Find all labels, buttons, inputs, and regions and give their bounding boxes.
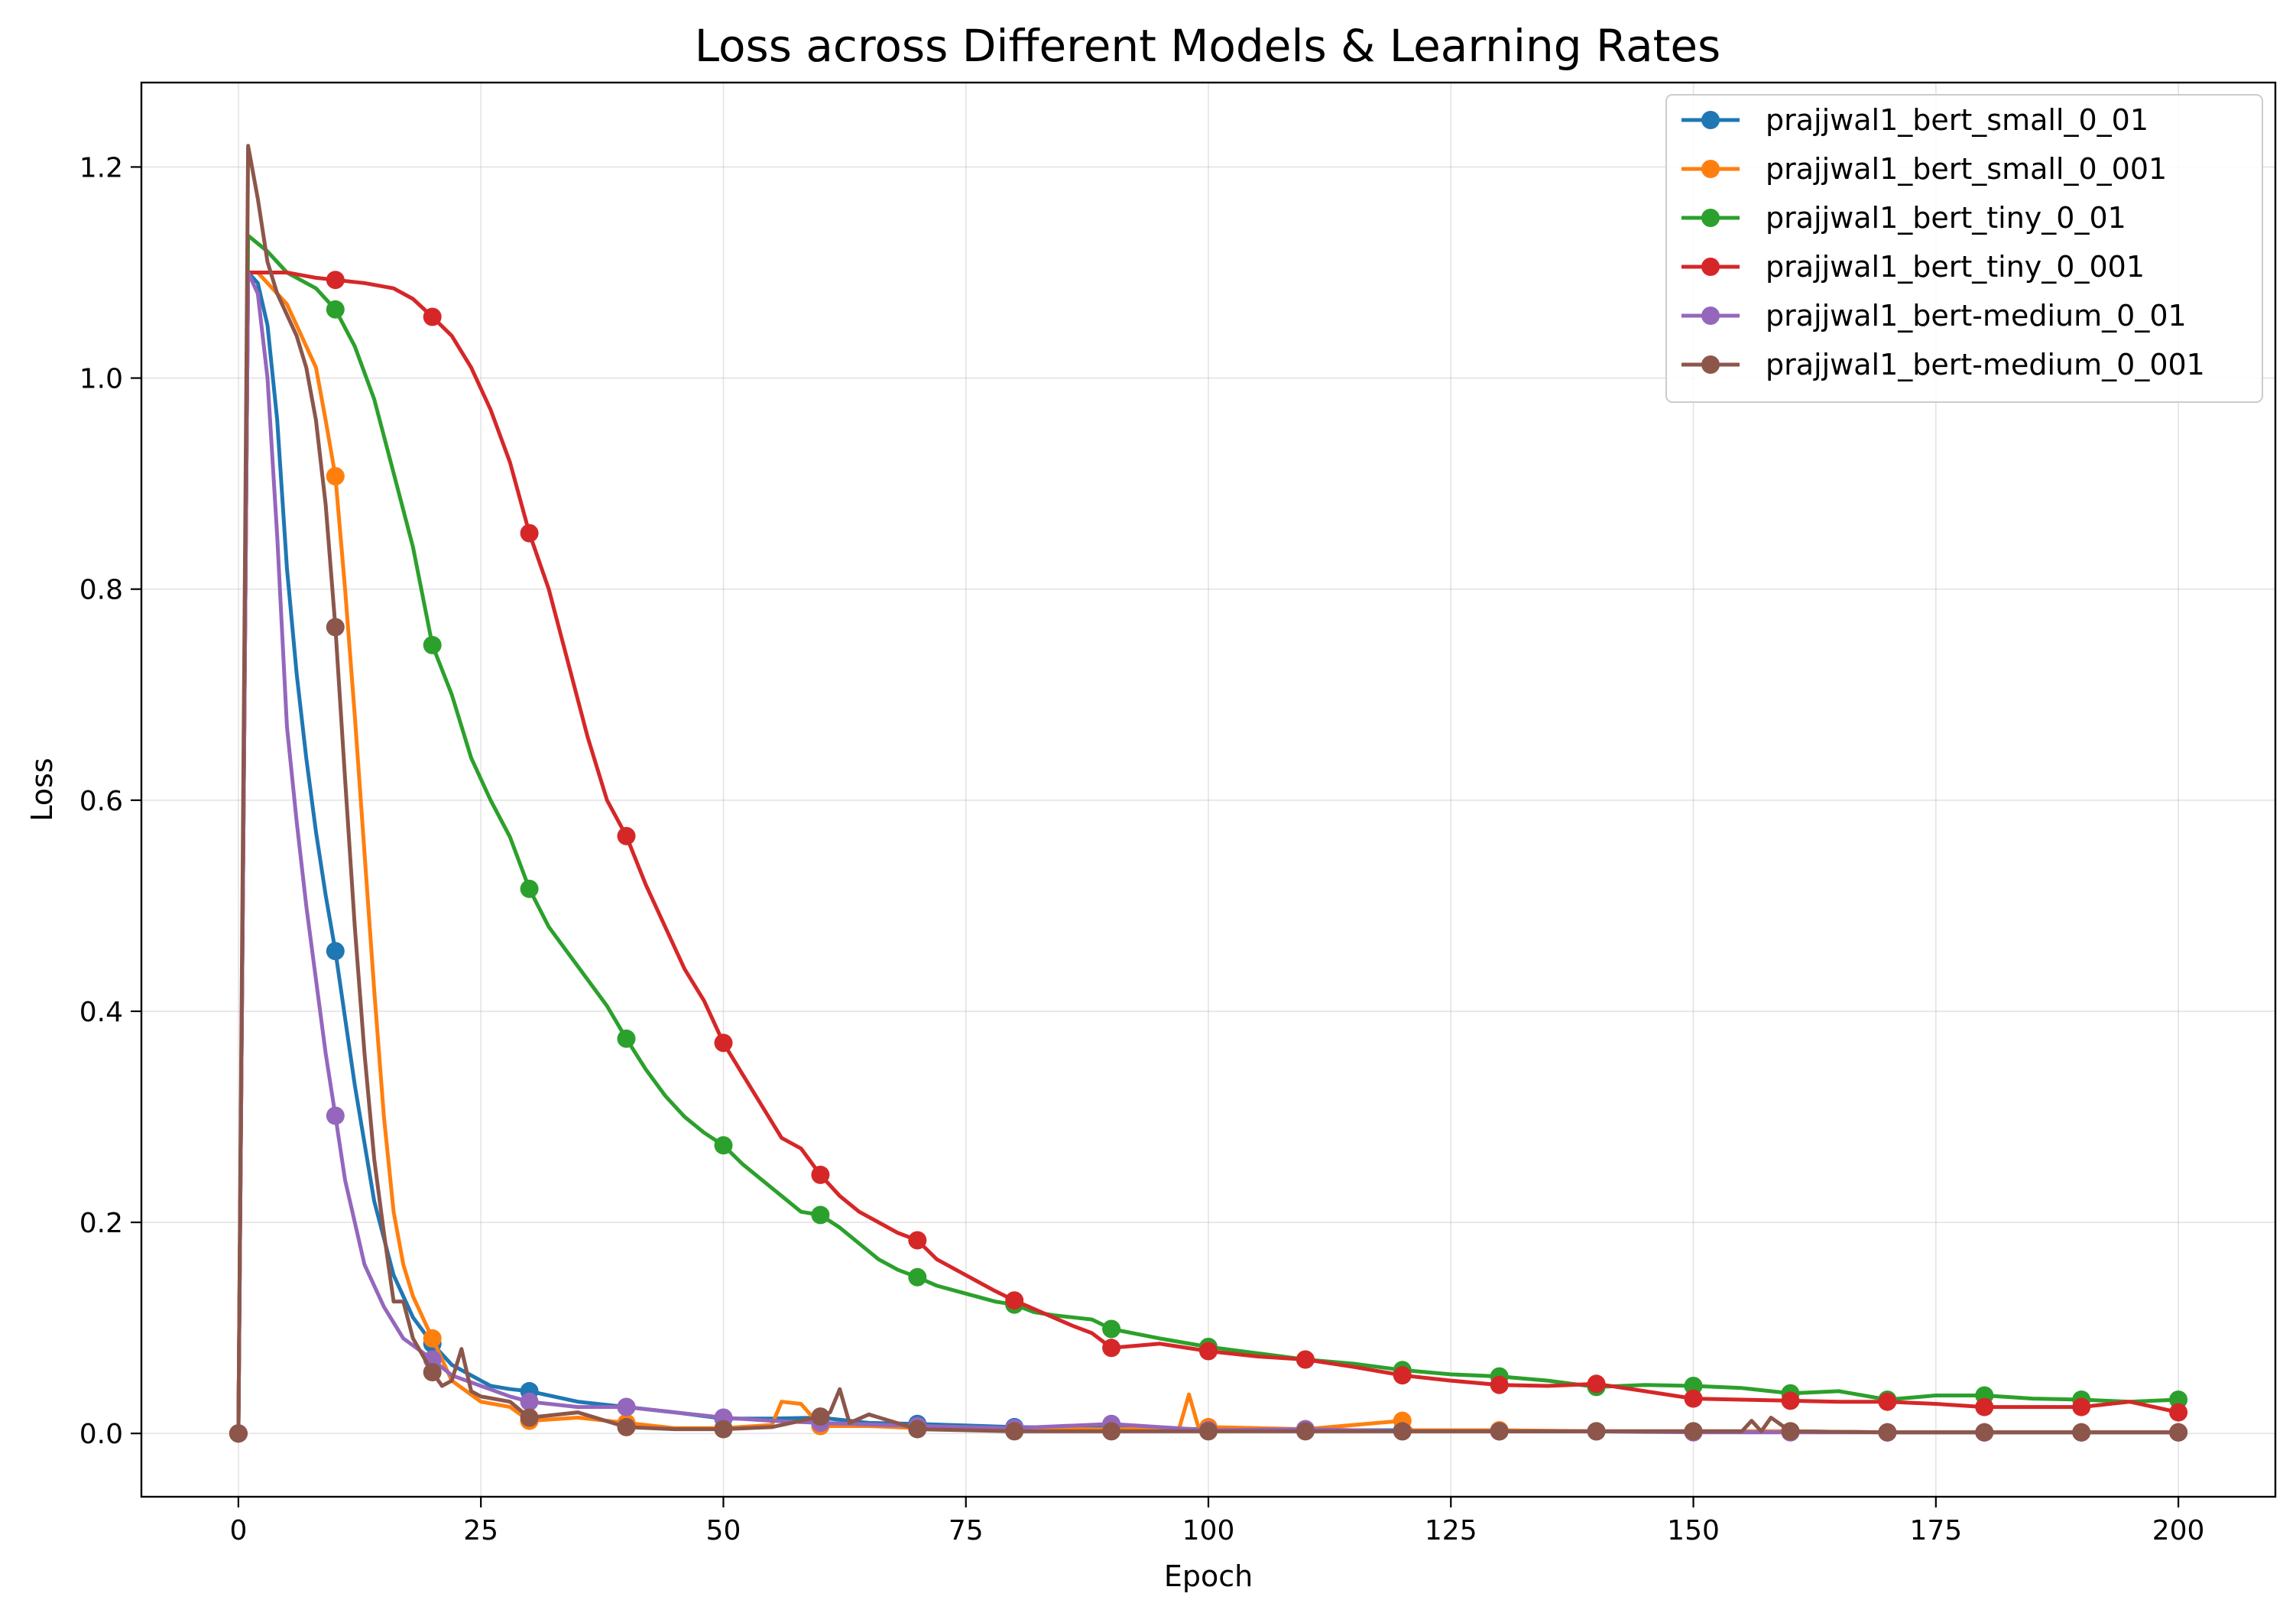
data-point	[1199, 1342, 1218, 1361]
data-point	[714, 1420, 733, 1439]
data-point	[1781, 1391, 1800, 1410]
series-line	[236, 233, 2181, 1436]
legend-label: prajjwal1_bert_tiny_0_01	[1766, 201, 2126, 235]
data-point	[326, 271, 345, 290]
y-tick-label: 0.2	[79, 1208, 123, 1239]
data-point	[423, 1329, 442, 1348]
data-point	[1005, 1422, 1024, 1441]
data-point	[1490, 1375, 1509, 1394]
data-point	[2169, 1390, 2188, 1409]
y-tick-label: 0.0	[79, 1419, 123, 1450]
data-point	[1490, 1422, 1509, 1441]
data-point	[520, 879, 539, 898]
data-point	[1393, 1422, 1412, 1441]
data-point	[1781, 1422, 1800, 1441]
legend-swatch-marker	[1701, 160, 1720, 178]
data-point	[2169, 1423, 2188, 1442]
x-tick-label: 25	[463, 1515, 498, 1546]
data-point	[908, 1420, 927, 1439]
series-6	[229, 144, 2188, 1443]
series-4	[229, 271, 2188, 1443]
x-tick-label: 50	[706, 1515, 741, 1546]
legend-label: prajjwal1_bert-medium_0_01	[1766, 299, 2187, 333]
legend-swatch-marker	[1701, 209, 1720, 227]
legend-label: prajjwal1_bert_small_0_001	[1766, 152, 2167, 186]
x-tick-label: 100	[1182, 1515, 1235, 1546]
data-point	[1393, 1366, 1412, 1385]
legend-label: prajjwal1_bert_tiny_0_001	[1766, 250, 2145, 284]
data-point	[617, 1397, 636, 1416]
data-point	[326, 300, 345, 319]
data-point	[811, 1206, 830, 1225]
y-tick-label: 0.4	[79, 997, 123, 1028]
chart-title: Loss across Different Models & Learning …	[695, 20, 1721, 72]
x-tick-label: 125	[1425, 1515, 1477, 1546]
data-point	[811, 1407, 830, 1426]
data-point	[520, 1392, 539, 1411]
data-point	[423, 635, 442, 654]
x-tick-label: 0	[229, 1515, 247, 1546]
data-point	[908, 1231, 927, 1250]
data-point	[714, 1136, 733, 1155]
legend-label: prajjwal1_bert_small_0_01	[1766, 103, 2148, 137]
x-tick-label: 150	[1667, 1515, 1720, 1546]
data-point	[1587, 1422, 1606, 1441]
data-point	[1102, 1339, 1121, 1358]
legend-swatch-marker	[1701, 258, 1720, 276]
data-point	[2072, 1423, 2091, 1442]
x-tick-label: 200	[2152, 1515, 2205, 1546]
y-tick-label: 0.8	[79, 575, 123, 606]
legend-swatch-marker	[1701, 355, 1720, 374]
data-point	[229, 1424, 248, 1443]
data-point	[423, 307, 442, 326]
data-point	[1199, 1422, 1218, 1441]
data-point	[423, 1363, 442, 1382]
data-point	[1296, 1422, 1315, 1441]
data-point	[714, 1034, 733, 1053]
legend-box	[1665, 94, 2263, 403]
tick-layer: 0 25 50 75 100 125 150 175 200 0.0 0.2 0.4 0.6 0.8 1.0…	[79, 152, 2205, 1546]
data-point	[617, 826, 636, 845]
legend-label: prajjwal1_bert-medium_0_001	[1766, 348, 2205, 381]
x-axis-label: Epoch	[1164, 1559, 1253, 1593]
x-tick-label: 175	[1909, 1515, 1962, 1546]
data-point	[617, 1029, 636, 1048]
data-point	[520, 524, 539, 543]
data-point	[1684, 1377, 1703, 1395]
y-tick-label: 0.6	[79, 786, 123, 817]
data-point	[1587, 1374, 1606, 1394]
data-point	[1684, 1422, 1703, 1441]
data-point	[617, 1417, 636, 1436]
data-point	[1878, 1392, 1897, 1411]
legend-swatch-marker	[1701, 307, 1720, 325]
legend-swatch-marker	[1701, 111, 1720, 129]
y-axis-label: Loss	[25, 758, 59, 821]
data-point	[326, 467, 345, 485]
x-tick-label: 75	[949, 1515, 984, 1546]
data-point	[1005, 1291, 1024, 1310]
data-point	[1296, 1350, 1315, 1369]
data-point	[1878, 1423, 1897, 1442]
y-tick-label: 1.2	[79, 152, 123, 183]
data-point	[326, 1106, 345, 1125]
y-tick-label: 1.0	[79, 364, 123, 395]
data-point	[326, 942, 345, 961]
data-point	[326, 618, 345, 637]
data-point	[1975, 1423, 1994, 1442]
data-point	[908, 1267, 927, 1287]
series-line	[236, 271, 2181, 1436]
series-layer	[229, 144, 2188, 1443]
data-point	[1975, 1397, 1994, 1416]
data-point	[2072, 1397, 2091, 1416]
data-point	[1102, 1422, 1121, 1441]
data-point	[520, 1408, 539, 1427]
data-point	[1684, 1389, 1703, 1408]
data-point	[2169, 1403, 2188, 1422]
data-point	[811, 1165, 830, 1184]
data-point	[1102, 1319, 1121, 1339]
legend: prajjwal1_bert_small_0_01 prajjwal1_bert_…	[1665, 94, 2263, 403]
